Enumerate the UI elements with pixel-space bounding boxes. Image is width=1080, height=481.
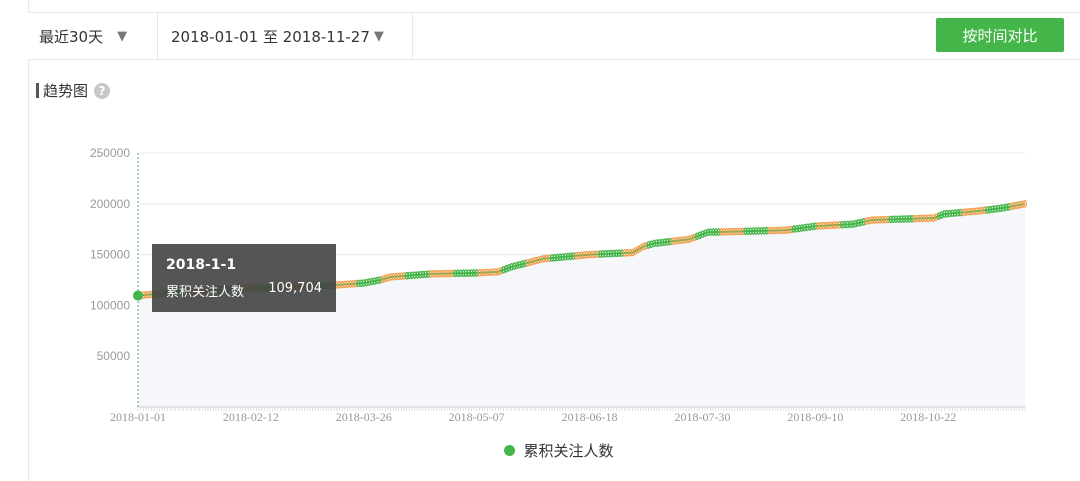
period-select[interactable]: 最近30天 ▼ — [28, 13, 158, 59]
help-icon[interactable]: ? — [94, 82, 111, 99]
tooltip-metric: 累积关注人数 — [166, 285, 245, 300]
x-tick-label: 2018-02-12 — [223, 410, 279, 424]
active-point — [133, 290, 143, 301]
y-tick-label: 50000 — [97, 349, 131, 363]
date-range-select[interactable]: 2018-01-01 至 2018-11-27 ▼ — [158, 13, 413, 59]
dropdown-arrow-icon: ▼ — [117, 28, 128, 44]
series-area — [138, 203, 1025, 407]
data-point — [1023, 200, 1027, 208]
x-tick-label: 2018-01-01 — [110, 410, 166, 424]
content-panel — [28, 0, 1080, 481]
trend-section-header: 趋势图 ? — [36, 80, 111, 101]
period-select-label: 最近30天 — [39, 27, 104, 46]
x-tick-label: 2018-06-18 — [562, 410, 618, 424]
chart-legend[interactable]: 累积关注人数 — [0, 440, 1080, 461]
chart-tooltip: 2018-1-1 累积关注人数 109,704 — [152, 244, 336, 312]
y-tick-label: 200000 — [90, 197, 130, 211]
legend-label: 累积关注人数 — [523, 442, 614, 460]
filter-toolbar: 最近30天 ▼ 2018-01-01 至 2018-11-27 ▼ 按时间对比 — [28, 12, 1080, 60]
y-tick-label: 100000 — [90, 298, 130, 312]
tooltip-value: 109,704 — [268, 281, 322, 296]
tooltip-date: 2018-1-1 — [166, 257, 237, 273]
x-tick-label: 2018-05-07 — [449, 410, 505, 424]
legend-marker — [504, 445, 516, 456]
tooltip-row: 累积关注人数 109,704 — [166, 281, 322, 300]
x-tick-label: 2018-07-30 — [674, 410, 730, 424]
date-range-label: 2018-01-01 至 2018-11-27 — [171, 27, 370, 46]
compare-by-time-button[interactable]: 按时间对比 — [936, 18, 1064, 52]
x-tick-label: 2018-09-10 — [787, 410, 843, 424]
y-tick-label: 250000 — [90, 146, 130, 160]
x-tick-label: 2018-03-26 — [336, 410, 392, 424]
section-title: 趋势图 — [43, 82, 89, 100]
y-tick-label: 150000 — [90, 248, 130, 262]
dropdown-arrow-icon: ▼ — [373, 28, 384, 44]
x-tick-label: 2018-10-22 — [900, 410, 956, 424]
title-accent-bar — [36, 83, 39, 98]
